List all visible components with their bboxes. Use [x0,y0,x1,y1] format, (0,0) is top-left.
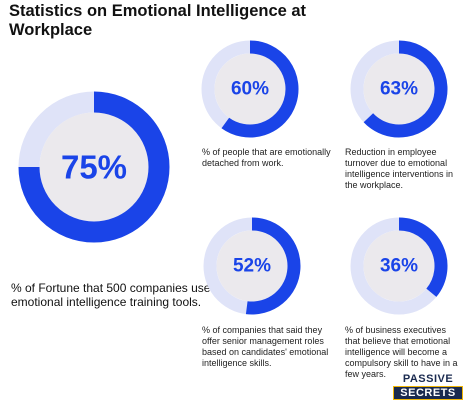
donut-svg: 75% [18,91,170,243]
donut-center [39,112,149,222]
donut-value-label: 75% [61,149,127,186]
donut-value-label: 36% [380,256,418,277]
donut-arc [245,217,301,315]
donut-chart-52: 52% [203,217,301,315]
logo-line-2: SECRETS [393,386,463,400]
donut-chart-60: 60% [201,40,299,138]
donut-value-label: 52% [233,256,271,277]
donut-arc [18,91,170,243]
logo-line-1: PASSIVE [402,373,454,385]
donut-arc [221,40,299,138]
stat-description: % of companies that said they offer seni… [202,325,329,368]
donut-chart-63: 63% [350,40,448,138]
donut-center [216,230,288,302]
stat-description: Reduction in employee turnover due to em… [345,147,454,190]
stat-description: % of Fortune that 500 companies use emot… [11,281,211,309]
page-title: Statistics on Emotional Intelligence at … [9,2,307,39]
passive-secrets-logo: PASSIVE SECRETS [393,373,463,400]
stat-description: % of business executives that believe th… [345,325,458,379]
donut-svg: 63% [350,40,448,138]
donut-value-label: 60% [231,79,269,100]
donut-arc [398,217,448,297]
donut-svg: 60% [201,40,299,138]
donut-svg: 36% [350,217,448,315]
donut-svg: 52% [203,217,301,315]
donut-value-label: 63% [380,79,418,100]
donut-arc [363,40,448,138]
donut-center [363,230,435,302]
donut-chart-75: 75% [18,91,170,243]
donut-chart-36: 36% [350,217,448,315]
stat-description: % of people that are emotionally detache… [202,147,331,168]
donut-center [363,53,435,125]
donut-center [214,53,286,125]
